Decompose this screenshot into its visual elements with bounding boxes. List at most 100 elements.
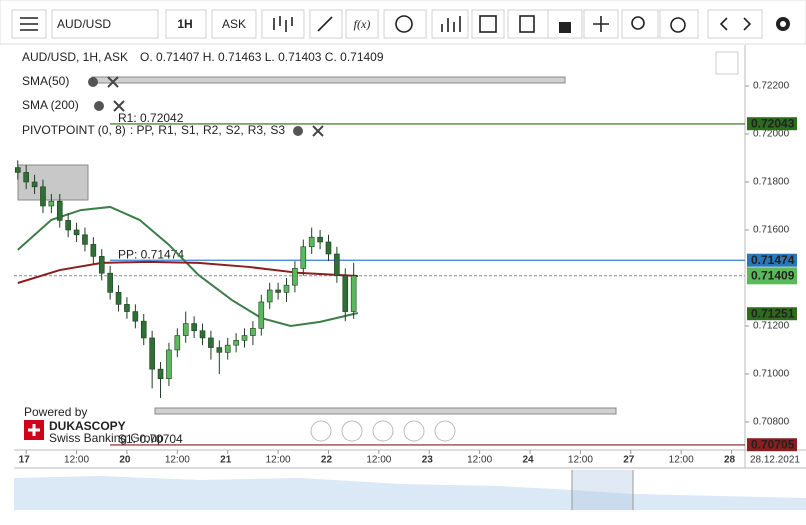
upload-button[interactable]	[659, 9, 699, 39]
candle-body	[140, 320, 147, 339]
candle-body	[157, 368, 164, 380]
y-tick-label: 0.71200	[753, 321, 790, 332]
toolbar: AUD/USD 1H ASK f(x)	[0, 0, 806, 45]
news-button[interactable]	[507, 9, 549, 39]
scroll-left[interactable]	[310, 420, 332, 442]
x-tick-label: 28	[724, 455, 736, 466]
pen-icon	[317, 16, 333, 32]
candle-body	[31, 181, 38, 188]
candle-body	[208, 337, 214, 348]
pivot-label: R1: 0.72042	[118, 111, 184, 125]
chart-type-button[interactable]	[261, 9, 305, 39]
candle-body	[174, 335, 181, 351]
x-tick-label: 23	[422, 455, 434, 466]
candle-body	[216, 347, 223, 353]
y-tick-label: 0.72000	[753, 129, 790, 140]
candle-body	[82, 234, 88, 245]
candle-body	[325, 241, 332, 255]
candle-body	[317, 236, 323, 243]
legend-entry: SMA (200)	[22, 98, 79, 112]
y-tick-label: 0.71600	[753, 225, 790, 236]
zoom-in[interactable]	[403, 420, 425, 442]
candle-body	[23, 172, 29, 183]
price-label: 0.71251	[751, 306, 795, 320]
candle-body	[191, 323, 197, 332]
sma-line	[17, 205, 359, 327]
candle-body	[98, 256, 105, 274]
candle-body	[308, 236, 315, 248]
candle-body	[166, 349, 172, 380]
x-tick-label: 12:00	[568, 455, 593, 466]
arrows-icon	[719, 17, 752, 31]
pivot-label: S1: 0.70704	[118, 432, 183, 446]
close-icon[interactable]	[113, 100, 125, 112]
zoom-button[interactable]	[621, 9, 659, 39]
calendar-button[interactable]	[471, 9, 505, 39]
price-label-box	[747, 117, 797, 131]
symbol-field[interactable]	[51, 9, 159, 39]
reset[interactable]	[372, 420, 394, 442]
close-icon[interactable]	[107, 76, 119, 88]
range-box	[17, 164, 89, 201]
symbol: AUD/USD	[57, 17, 111, 31]
x-tick-label: 20	[119, 455, 131, 466]
price-label: 0.71409	[751, 268, 795, 282]
navigator-window[interactable]	[572, 470, 633, 510]
candle-body	[182, 323, 189, 336]
candle-body	[124, 304, 130, 312]
candle-body	[275, 289, 281, 293]
pivot-item: R1,	[158, 123, 177, 137]
y-tick-label: 0.70800	[753, 417, 790, 428]
crosshair-button[interactable]	[583, 9, 619, 39]
timeframe-button[interactable]	[165, 9, 207, 39]
chart-title: AUD/USD, 1H, ASK	[22, 50, 128, 64]
ohlc-summary: O. 0.71407 H. 0.71463 L. 0.71403 C. 0.71…	[140, 50, 384, 64]
logo-cross	[28, 424, 40, 436]
gear-icon[interactable]	[88, 77, 98, 87]
indicator-button[interactable]	[345, 9, 379, 39]
scroll-bar	[154, 407, 617, 415]
candle-body	[107, 272, 113, 293]
x-tick-label: 24	[522, 455, 534, 466]
lock-icon	[559, 22, 571, 33]
pivot-item: R2,	[203, 123, 222, 137]
zoom-controls	[310, 420, 456, 442]
scroll-right[interactable]	[434, 420, 456, 442]
price-label-box	[747, 307, 797, 321]
volume-button[interactable]	[431, 9, 469, 39]
close-icon[interactable]	[312, 125, 324, 137]
candle-body	[40, 186, 46, 207]
price-label: 0.71474	[751, 253, 795, 267]
nav-buttons[interactable]	[707, 9, 763, 39]
bars-icon	[441, 16, 461, 32]
x-tick-label: 12:00	[467, 455, 492, 466]
gear-icon[interactable]	[293, 126, 303, 136]
powered-by: Powered by	[24, 405, 87, 419]
gear-icon[interactable]	[94, 101, 104, 111]
pivot-item: S3	[270, 123, 285, 137]
price-label: 0.70705	[751, 437, 795, 451]
candle-body	[199, 330, 206, 339]
candle-body	[292, 268, 298, 286]
info-icon	[395, 15, 413, 33]
price-label-box	[747, 438, 797, 452]
upload-icon	[670, 17, 686, 33]
zoom-out[interactable]	[341, 420, 363, 442]
candle-body	[342, 275, 349, 312]
candle-body	[283, 284, 290, 293]
info-button[interactable]	[383, 9, 427, 39]
calendar-icon	[479, 15, 497, 33]
y-tick-label: 0.71800	[753, 177, 790, 188]
side-button[interactable]	[211, 9, 257, 39]
pivot-item: S2,	[226, 123, 244, 137]
legend-entry: SMA(50)	[22, 74, 69, 88]
brand-tagline: Swiss Banking Group	[49, 431, 164, 445]
x-tick-label: 12:00	[266, 455, 291, 466]
x-tick-label: 22	[321, 455, 333, 466]
x-tick-label: 12:00	[669, 455, 694, 466]
pivot-label: PP: 0.71474	[118, 247, 184, 261]
function-label: f(x)	[354, 17, 371, 31]
y-tick-label: 0.72200	[753, 81, 790, 92]
candle-body	[258, 301, 265, 329]
popout-button[interactable]	[715, 51, 739, 75]
